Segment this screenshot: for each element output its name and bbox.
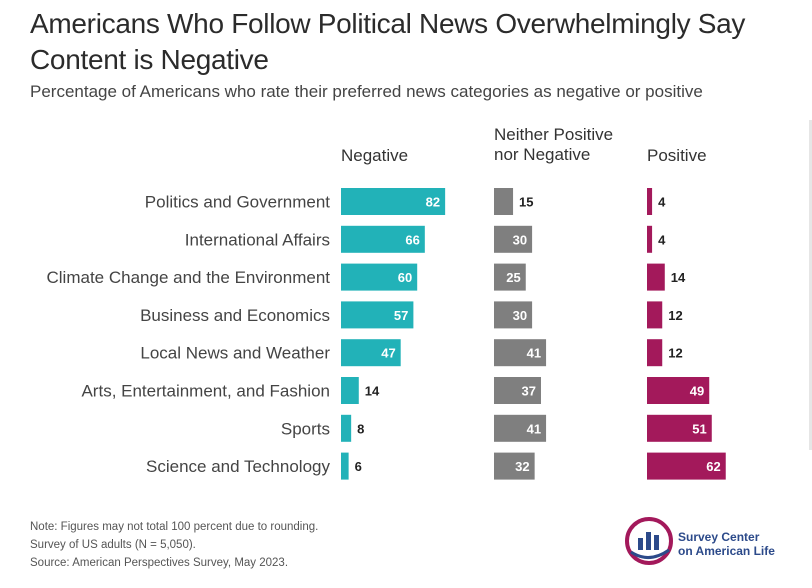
neither-bar: [494, 263, 526, 291]
negative-bar: [341, 301, 414, 329]
logo-line2: on American Life: [678, 544, 775, 558]
negative-value-label: 47: [381, 346, 395, 361]
positive-bar: [647, 188, 653, 215]
neither-value-label: 15: [519, 195, 533, 210]
category-label: Climate Change and the Environment: [47, 268, 331, 287]
positive-value-label: 14: [671, 270, 686, 285]
negative-value-label: 14: [365, 384, 380, 399]
chart-title: Americans Who Follow Political News Over…: [30, 8, 746, 75]
positive-value-label: 51: [692, 421, 706, 436]
survey-center-logo: Survey Center on American Life: [622, 514, 802, 576]
logo-text: Survey Center on American Life: [678, 530, 775, 558]
positive-value-label: 62: [706, 459, 720, 474]
positive-value-label: 12: [668, 308, 682, 323]
note-sample: Survey of US adults (N = 5,050).: [30, 539, 196, 551]
neither-value-label: 41: [527, 346, 541, 361]
negative-bar: [341, 414, 352, 442]
neither-header-line2: nor Negative: [494, 145, 591, 164]
neither-value-label: 41: [527, 421, 541, 436]
neither-column-header: Neither Positive nor Negative: [494, 125, 613, 165]
survey-center-logo-icon: [625, 517, 673, 565]
positive-value-label: 4: [658, 232, 666, 247]
bar-chart: Politics and Government 82 15 4 Internationa…: [47, 188, 726, 480]
category-label: Business and Economics: [140, 306, 330, 325]
negative-value-label: 6: [355, 459, 362, 474]
footnote: Note: Figures may not total 100 percent …: [30, 518, 318, 572]
neither-value-label: 32: [515, 459, 529, 474]
positive-bar: [647, 225, 653, 253]
positive-bar: [647, 414, 712, 442]
logo-line1: Survey Center: [678, 530, 760, 544]
category-label: Arts, Entertainment, and Fashion: [81, 382, 330, 401]
category-label: International Affairs: [185, 230, 330, 249]
note-source: Source: American Perspectives Survey, Ma…: [30, 557, 289, 569]
positive-bar: [647, 452, 726, 480]
neither-bar: [494, 377, 541, 404]
neither-bar: [494, 452, 535, 480]
positive-column-header: Positive: [647, 146, 707, 165]
note-rounding: Note: Figures may not total 100 percent …: [30, 521, 319, 533]
negative-value-label: 60: [398, 270, 412, 285]
neither-bar: [494, 301, 533, 329]
positive-value-label: 4: [658, 195, 666, 210]
positive-bar: [647, 339, 663, 367]
negative-column-header: Negative: [341, 146, 409, 165]
negative-bar: [341, 188, 446, 215]
neither-header-line1: Neither Positive: [494, 125, 614, 144]
positive-value-label: 49: [690, 384, 704, 399]
neither-value-label: 30: [513, 232, 527, 247]
positive-bar: [647, 263, 665, 291]
positive-value-label: 12: [668, 346, 682, 361]
neither-bar: [494, 225, 533, 253]
category-label: Sports: [281, 419, 330, 438]
neither-value-label: 30: [513, 308, 527, 323]
negative-bar: [341, 225, 425, 253]
neither-bar: [494, 188, 514, 215]
neither-value-label: 25: [506, 270, 520, 285]
positive-bar: [647, 301, 663, 329]
neither-bar: [494, 339, 547, 367]
negative-bar: [341, 339, 401, 367]
negative-bar: [341, 263, 418, 291]
chart-subtitle: Percentage of Americans who rate their p…: [30, 82, 703, 101]
category-label: Local News and Weather: [140, 344, 330, 363]
negative-value-label: 82: [426, 195, 440, 210]
neither-value-label: 37: [522, 384, 536, 399]
positive-bar: [647, 377, 710, 404]
right-edge-scrollbar: [809, 120, 812, 450]
negative-bar: [341, 377, 359, 404]
negative-value-label: 66: [405, 232, 419, 247]
negative-bar: [341, 452, 349, 480]
negative-value-label: 8: [357, 421, 364, 436]
category-label: Science and Technology: [146, 457, 330, 476]
negative-value-label: 57: [394, 308, 408, 323]
category-label: Politics and Government: [145, 193, 330, 212]
neither-bar: [494, 414, 547, 442]
